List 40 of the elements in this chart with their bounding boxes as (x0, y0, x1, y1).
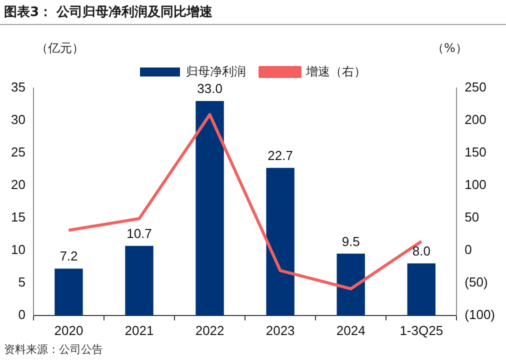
legend-label: 归母净利润 (186, 64, 246, 78)
bar (407, 263, 436, 316)
y2-tick-label: 150 (464, 144, 486, 160)
legend-label: 增速（右） (305, 64, 366, 78)
y-tick-label: 10 (10, 242, 26, 258)
y-tick-label: 0 (18, 306, 26, 322)
bar (196, 100, 224, 316)
y-tick-label: 35 (10, 80, 26, 95)
x-tick-label: 1-3Q25 (400, 322, 444, 338)
bar (54, 268, 83, 316)
y-tick-label: 25 (10, 144, 26, 160)
bar (125, 246, 154, 316)
bar (266, 168, 294, 316)
y-axis-title: （亿元） (36, 40, 84, 57)
y-tick-label: 20 (10, 177, 26, 192)
y2-tick-label: (100) (464, 306, 496, 322)
text: 资料来源：公司公告 (4, 342, 103, 357)
x-tick-label: 2024 (336, 322, 366, 338)
y-tick-label: 15 (10, 210, 26, 225)
y2-tick-label: 250 (464, 80, 486, 95)
y2-tick-label: (50) (464, 274, 488, 290)
y2-tick-label: 200 (464, 112, 486, 128)
x-tick-label: 2022 (195, 322, 224, 338)
y2-tick-label: 50 (464, 210, 480, 225)
data-label: 7.2 (60, 248, 78, 264)
data-label: 9.5 (342, 234, 360, 249)
y2-tick-label: 0 (464, 242, 472, 258)
chart-title: 图表3： 公司归母净利润及同比增速 (4, 4, 213, 21)
bar (336, 254, 365, 316)
y-tick-label: 30 (10, 112, 26, 128)
y2-tick-label: 100 (464, 177, 486, 192)
data-label: 33.0 (197, 81, 222, 96)
y-tick-label: 5 (18, 274, 26, 290)
data-label: 8.0 (412, 244, 430, 258)
data-label: 22.7 (268, 148, 293, 163)
data-label: 10.7 (126, 226, 152, 241)
x-tick-label: 2021 (124, 322, 154, 338)
y2-axis-title: （%） (432, 40, 468, 57)
x-tick-label: 2023 (266, 322, 295, 338)
x-tick-label: 2020 (54, 322, 84, 338)
